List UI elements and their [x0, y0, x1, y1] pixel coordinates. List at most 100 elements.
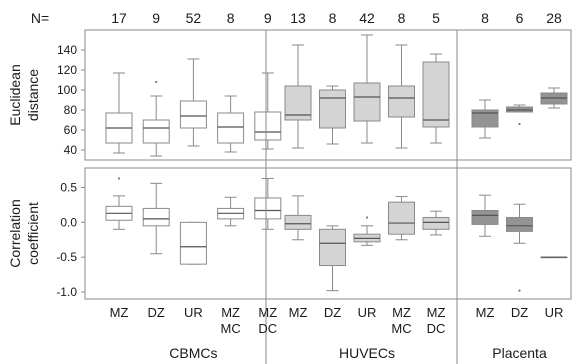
- category-label: MZ: [476, 305, 495, 320]
- outlier-point: [365, 216, 369, 219]
- group-label: HUVECs: [339, 345, 395, 361]
- sample-count: 9: [152, 10, 160, 26]
- box-2: [142, 182, 170, 255]
- outlier-point: [518, 122, 521, 126]
- box-iqr: [388, 85, 415, 118]
- sample-count: 28: [546, 10, 562, 26]
- box-10: [422, 53, 450, 144]
- y-tick-label: -0.5: [56, 250, 77, 264]
- sample-count: 8: [398, 10, 406, 26]
- box-10: [422, 210, 450, 236]
- box-iqr: [319, 89, 346, 129]
- y-tick-label: 40: [64, 143, 78, 157]
- box-iqr: [284, 214, 312, 230]
- box-6: [284, 44, 312, 149]
- box-4: [217, 95, 245, 153]
- sample-count: 17: [111, 10, 127, 26]
- y-tick-label: 140: [57, 43, 77, 57]
- box-iqr: [422, 216, 450, 230]
- category-label: UR: [545, 305, 564, 320]
- box-iqr: [179, 100, 207, 129]
- category-label: UR: [358, 305, 377, 320]
- category-label: MZ: [289, 305, 308, 320]
- n-label: N=: [31, 10, 49, 26]
- box-iqr: [506, 216, 533, 232]
- box-9: [388, 196, 415, 241]
- box-9: [388, 44, 415, 149]
- box-3: [179, 58, 207, 147]
- category-label: MZ: [392, 305, 411, 320]
- box-8: [353, 216, 381, 246]
- box-3: [179, 221, 207, 265]
- sample-count: 8: [481, 10, 489, 26]
- box-iqr: [179, 221, 207, 265]
- box-12: [506, 203, 533, 292]
- sample-count: 13: [290, 10, 306, 26]
- box-iqr: [471, 109, 499, 128]
- box-11: [471, 194, 499, 237]
- y-tick-label: 100: [57, 83, 77, 97]
- box-5: [254, 177, 282, 230]
- box-8: [353, 34, 381, 144]
- group-label: CBMCs: [169, 345, 217, 361]
- box-1: [105, 177, 133, 230]
- y-axis-title: coefficient: [25, 202, 41, 265]
- y-axis-title: distance: [25, 69, 41, 121]
- category-label: MZ: [221, 305, 240, 320]
- sample-count: 6: [516, 10, 524, 26]
- category-label: DC: [258, 321, 277, 336]
- box-iqr: [471, 210, 499, 225]
- box-iqr: [254, 111, 282, 141]
- outlier-point: [518, 289, 521, 292]
- box-iqr: [284, 85, 312, 121]
- box-1: [105, 72, 133, 154]
- sample-count: 52: [186, 10, 202, 26]
- sample-count: 5: [432, 10, 440, 26]
- box-4: [217, 196, 245, 227]
- panel-frame: [84, 167, 572, 300]
- y-tick-label: 0.0: [60, 215, 77, 229]
- box-2: [142, 80, 170, 157]
- category-label: MC: [391, 321, 411, 336]
- box-iqr: [142, 119, 170, 144]
- box-7: [319, 85, 346, 145]
- box-12: [506, 104, 533, 126]
- box-6: [284, 195, 312, 241]
- y-tick-label: 0.5: [60, 181, 77, 195]
- sample-count: 8: [329, 10, 337, 26]
- y-tick-label: 120: [57, 63, 77, 77]
- box-iqr: [319, 228, 346, 267]
- category-label: MZ: [258, 305, 277, 320]
- box-5: [254, 72, 282, 150]
- category-label: MC: [220, 321, 240, 336]
- box-iqr: [142, 207, 170, 227]
- box-13: [540, 256, 568, 259]
- sample-count: 8: [227, 10, 235, 26]
- box-iqr: [422, 61, 450, 128]
- outlier-point: [117, 177, 121, 180]
- category-label: DZ: [324, 305, 341, 320]
- box-iqr: [388, 201, 415, 235]
- y-tick-label: 80: [64, 103, 78, 117]
- category-label: DC: [427, 321, 446, 336]
- y-axis-title: Correlation: [7, 199, 23, 267]
- box-13: [540, 87, 568, 109]
- category-label: MZ: [427, 305, 446, 320]
- panel-frame: [84, 29, 572, 161]
- box-iqr: [353, 82, 381, 122]
- box-7: [319, 225, 346, 292]
- group-label: Placenta: [492, 345, 547, 361]
- box-iqr: [217, 112, 245, 144]
- category-label: MZ: [110, 305, 129, 320]
- category-label: DZ: [148, 305, 165, 320]
- category-label: UR: [184, 305, 203, 320]
- box-11: [471, 99, 499, 139]
- sample-count: 9: [264, 10, 272, 26]
- outlier-point: [155, 80, 158, 84]
- y-tick-label: 60: [64, 123, 78, 137]
- box-iqr: [254, 197, 282, 220]
- y-tick-label: -1.0: [56, 285, 77, 299]
- sample-count: 42: [359, 10, 375, 26]
- category-label: DZ: [511, 305, 528, 320]
